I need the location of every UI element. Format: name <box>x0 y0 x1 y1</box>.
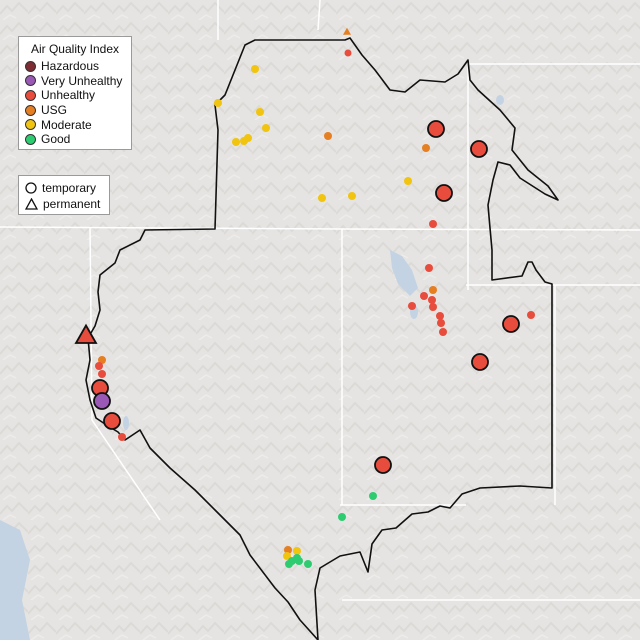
legend-label: Moderate <box>41 117 92 132</box>
monitor-marker[interactable] <box>285 560 293 568</box>
monitor-marker[interactable] <box>422 144 430 152</box>
monitor-marker[interactable] <box>304 560 312 568</box>
usg-swatch <box>25 104 36 116</box>
monitor-marker[interactable] <box>284 546 292 554</box>
monitor-marker[interactable] <box>262 124 270 132</box>
legend-item-hazardous: Hazardous <box>25 59 125 74</box>
monitor-marker[interactable] <box>318 194 326 202</box>
monitor-marker[interactable] <box>404 177 412 185</box>
monitor-marker[interactable] <box>420 292 428 300</box>
legend-label: Very Unhealthy <box>41 73 123 88</box>
unhealthy-swatch <box>25 89 36 101</box>
legend-item-moderate: Moderate <box>25 117 125 132</box>
permanent-monitor-marker[interactable] <box>343 27 351 35</box>
legend-item-very-unhealthy: Very Unhealthy <box>25 74 125 89</box>
legend-label: USG <box>41 103 68 118</box>
ocean <box>0 520 30 640</box>
legend-label: Unhealthy <box>41 88 96 103</box>
temporary-monitor-marker[interactable] <box>93 392 111 410</box>
monitor-marker[interactable] <box>338 513 346 521</box>
hazardous-swatch <box>25 60 36 72</box>
monitor-marker[interactable] <box>295 557 303 565</box>
monitor-marker[interactable] <box>98 356 106 364</box>
bear-lake <box>496 95 504 105</box>
lakes <box>123 95 504 430</box>
monitor-marker[interactable] <box>369 492 377 500</box>
monitor-markers <box>74 27 535 568</box>
permanent-monitor-marker[interactable] <box>74 323 98 344</box>
legend-title: Air Quality Index <box>30 42 120 56</box>
monitor-marker[interactable] <box>527 311 535 319</box>
monitor-marker[interactable] <box>324 132 332 140</box>
region-boundary <box>85 37 559 640</box>
temporary-monitor-marker[interactable] <box>471 353 489 371</box>
legend-label: Good <box>41 132 71 147</box>
monitor-marker[interactable] <box>439 328 447 336</box>
monitor-marker[interactable] <box>256 108 264 116</box>
monitor-marker[interactable] <box>240 137 248 145</box>
legend-item-permanent: permanent <box>25 196 103 212</box>
temporary-monitor-marker[interactable] <box>470 140 488 158</box>
monitor-marker[interactable] <box>436 312 444 320</box>
monitor-marker[interactable] <box>425 264 433 272</box>
legend-item-temporary: temporary <box>25 180 103 196</box>
monitor-marker[interactable] <box>98 370 106 378</box>
monitor-marker[interactable] <box>251 65 259 73</box>
monitor-marker[interactable] <box>118 433 126 441</box>
monitor-marker[interactable] <box>214 99 222 107</box>
monitor-marker[interactable] <box>344 49 352 57</box>
aqi-legend: Air Quality Index Hazardous Very Unhealt… <box>18 36 132 150</box>
circle-icon <box>25 182 37 194</box>
monitor-type-legend: temporary permanent <box>18 175 110 215</box>
temporary-monitor-marker[interactable] <box>502 315 520 333</box>
good-swatch <box>25 133 36 145</box>
temporary-monitor-marker[interactable] <box>374 456 392 474</box>
temporary-monitor-marker[interactable] <box>103 412 121 430</box>
legend-item-usg: USG <box>25 103 125 118</box>
monitor-marker[interactable] <box>429 303 437 311</box>
monitor-marker[interactable] <box>95 362 103 370</box>
legend-label: Hazardous <box>41 59 100 74</box>
temporary-monitor-marker[interactable] <box>435 184 453 202</box>
very-unhealthy-swatch <box>25 75 36 87</box>
triangle-icon <box>25 198 38 210</box>
legend-item-good: Good <box>25 132 125 147</box>
legend-item-unhealthy: Unhealthy <box>25 88 125 103</box>
monitor-marker[interactable] <box>283 552 291 560</box>
monitor-marker[interactable] <box>408 302 416 310</box>
lake-tahoe <box>123 416 129 430</box>
monitor-marker[interactable] <box>293 547 301 555</box>
monitor-marker[interactable] <box>348 192 356 200</box>
monitor-marker[interactable] <box>232 138 240 146</box>
legend-label: temporary <box>42 181 97 195</box>
monitor-marker[interactable] <box>428 296 436 304</box>
monitor-marker[interactable] <box>437 319 445 327</box>
legend-label: permanent <box>43 197 101 211</box>
monitor-marker[interactable] <box>429 286 437 294</box>
state-borders <box>0 0 640 601</box>
great-salt-lake <box>390 250 418 296</box>
monitor-marker[interactable] <box>429 220 437 228</box>
temporary-monitor-marker[interactable] <box>427 120 445 138</box>
moderate-swatch <box>25 119 36 131</box>
